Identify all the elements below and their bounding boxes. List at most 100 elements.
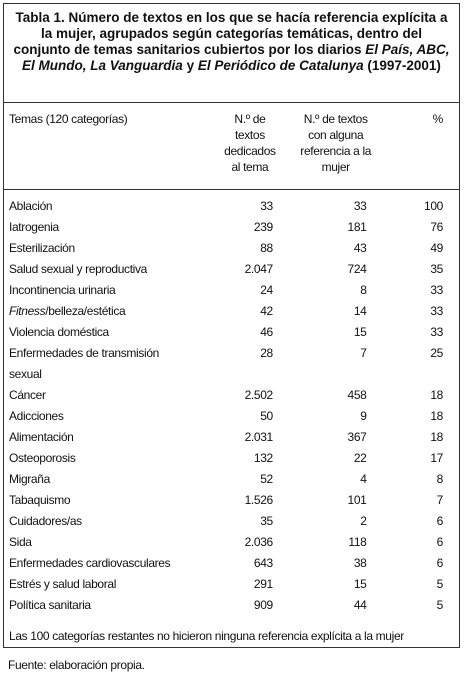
header-cell: %: [432, 112, 444, 126]
cell: 22: [353, 451, 367, 465]
table-row: Cáncer 2.502 458 18: [4, 385, 459, 406]
cell: 88: [260, 241, 273, 255]
cell: 132: [253, 451, 273, 465]
cell: Estrés y salud laboral: [9, 577, 117, 591]
cell: 7: [360, 346, 367, 360]
cell: Salud sexual y reproductiva: [9, 262, 147, 276]
header-row: Temas (120 categorías) N.º de textos dedi…: [4, 102, 459, 190]
cell: 2.036: [244, 535, 274, 549]
cell: 2.031: [244, 430, 274, 444]
cell: 18: [430, 409, 443, 423]
cell: 2.502: [244, 388, 274, 402]
table-row: Salud sexual y reproductiva 2.047 724 35: [4, 259, 459, 280]
cell-part: /belleza/estética: [45, 304, 126, 318]
title-part: Tabla 1. Número de textos en los que se …: [13, 10, 448, 57]
table-row: Estrés y salud laboral 291 15 5: [4, 574, 459, 595]
cell: 118: [348, 535, 367, 549]
cell: 9: [360, 409, 367, 423]
cell: 100: [424, 199, 443, 213]
cell: Incontinencia urinaria: [9, 283, 116, 297]
header-cell: N.º de textos dedicados al tema: [224, 112, 276, 174]
table-row: Esterilización 88 43 49: [4, 238, 459, 259]
cell: Política sanitaria: [9, 598, 91, 612]
cell: 52: [260, 472, 273, 486]
cell: Osteoporosis: [9, 451, 76, 465]
table-box: Tabla 1. Número de textos en los que se …: [3, 3, 460, 648]
cell: 17: [430, 451, 443, 465]
cell: 909: [253, 598, 273, 612]
cell: 5: [436, 598, 444, 612]
cell: 46: [260, 325, 273, 339]
cell: 14: [353, 304, 367, 318]
table-row: Política sanitaria 909 44 5: [4, 595, 459, 616]
table-row: Osteoporosis 132 22 17: [4, 448, 459, 469]
cell: 7: [436, 493, 444, 507]
table-row: Ablación 33 33 100: [4, 190, 459, 218]
cell: 38: [353, 556, 367, 570]
cell: Tabaquismo: [9, 493, 71, 507]
cell: 6: [436, 556, 444, 570]
cell: 42: [260, 304, 273, 318]
cell: 33: [430, 304, 443, 318]
cell: 6: [436, 514, 444, 528]
title-part: y: [182, 58, 198, 73]
cell: 18: [430, 430, 443, 444]
cell: Enfermedades de transmisión sexual: [9, 346, 159, 381]
cell: 35: [430, 262, 443, 276]
cell: 33: [260, 199, 273, 213]
table-row: Enfermedades de transmisión sexual 28 7 25: [4, 343, 459, 385]
table: Temas (120 categorías) N.º de textos dedi…: [4, 102, 459, 616]
cell: 15: [353, 325, 367, 339]
cell: 33: [353, 199, 367, 213]
table-row: Adicciones 50 9 18: [4, 406, 459, 427]
cell-part: Fitness: [9, 304, 46, 318]
cell: 2: [360, 514, 367, 528]
cell: Migraña: [9, 472, 50, 486]
cell: 43: [353, 241, 367, 255]
cell: 15: [353, 577, 367, 591]
cell: 18: [430, 388, 443, 402]
cell: 50: [260, 409, 273, 423]
table-row: Tabaquismo 1.526 101 7: [4, 490, 459, 511]
cell: 25: [430, 346, 443, 360]
cell: 724: [347, 262, 367, 276]
cell: 6: [436, 535, 444, 549]
title-part: (1997-2001): [363, 58, 441, 73]
cell: Alimentación: [9, 430, 74, 444]
cell: Sida: [9, 535, 32, 549]
cell: 101: [347, 493, 367, 507]
table-row: Alimentación 2.031 367 18: [4, 427, 459, 448]
cell: Esterilización: [9, 241, 75, 255]
cell: 76: [430, 220, 443, 234]
cell: 35: [260, 514, 273, 528]
cell: Ablación: [9, 199, 53, 213]
table-row: Enfermedades cardiovasculares 643 38 6: [4, 553, 459, 574]
cell: 44: [353, 598, 367, 612]
cell: 291: [253, 577, 273, 591]
source: Fuente: elaboración propia.: [8, 658, 145, 672]
cell: Cáncer: [9, 388, 46, 402]
cell: 4: [360, 472, 367, 486]
cell: 8: [436, 472, 444, 486]
cell: 33: [430, 283, 443, 297]
cell: 2.047: [244, 262, 274, 276]
table-row: Incontinencia urinaria 24 8 33: [4, 280, 459, 301]
cell: 8: [360, 283, 367, 297]
cell: 49: [430, 241, 443, 255]
table-row: Migraña 52 4 8: [4, 469, 459, 490]
cell: Adicciones: [9, 409, 64, 423]
table-note: Las 100 categorías restantes no hicieron…: [9, 629, 404, 643]
header-cell: N.º de textos con alguna referencia a la…: [300, 112, 372, 174]
table-row: Sida 2.036 118 6: [4, 532, 459, 553]
cell: Iatrogenia: [9, 220, 59, 234]
cell: Enfermedades cardiovasculares: [9, 556, 171, 570]
cell: 1.526: [244, 493, 274, 507]
cell: 5: [436, 577, 444, 591]
cell: 24: [260, 283, 273, 297]
title-part: El País, ABC, El Mundo, La Vanguardia: [22, 42, 450, 73]
cell: 458: [347, 388, 367, 402]
cell: 33: [430, 325, 443, 339]
table-title: Tabla 1. Número de textos en los que se …: [4, 4, 459, 102]
table-row: Fitness/belleza/estética 42 14 33: [4, 301, 459, 322]
